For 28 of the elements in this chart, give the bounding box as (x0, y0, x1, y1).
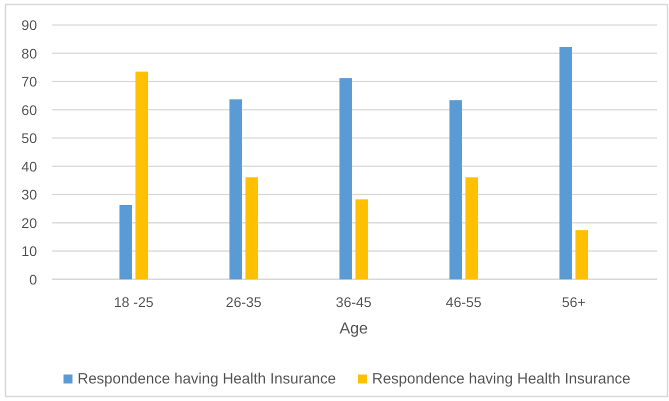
y-tick-label: 0 (29, 271, 38, 288)
x-tick-label: 18 -25 (114, 294, 154, 310)
bar (465, 177, 478, 280)
x-tick-label: 46-55 (446, 294, 482, 310)
y-tick-label: 50 (21, 130, 38, 146)
y-tick-label: 40 (21, 158, 38, 174)
y-tick-label: 90 (21, 17, 38, 33)
bar (119, 204, 132, 280)
bar (135, 72, 148, 280)
bar (559, 47, 572, 280)
legend-label: Respondence having Health Insurance (77, 370, 336, 388)
bar (575, 230, 588, 280)
bar (229, 99, 242, 280)
x-tick-label: 36-45 (336, 294, 372, 310)
y-tick-label: 10 (21, 243, 38, 260)
x-tick-label: 56+ (562, 294, 586, 310)
y-tick-label: 70 (21, 74, 38, 90)
bar (449, 100, 462, 280)
bar (339, 78, 352, 280)
y-tick-label: 20 (21, 214, 38, 231)
bar (355, 199, 368, 280)
bar (245, 177, 258, 280)
legend-label: Respondence having Health Insurance (372, 370, 631, 388)
y-tick-label: 80 (21, 45, 38, 62)
y-tick-label: 60 (21, 102, 38, 118)
x-axis-title: Age (339, 320, 368, 338)
y-tick-label: 30 (21, 186, 38, 203)
x-tick-label: 26-35 (226, 294, 262, 310)
